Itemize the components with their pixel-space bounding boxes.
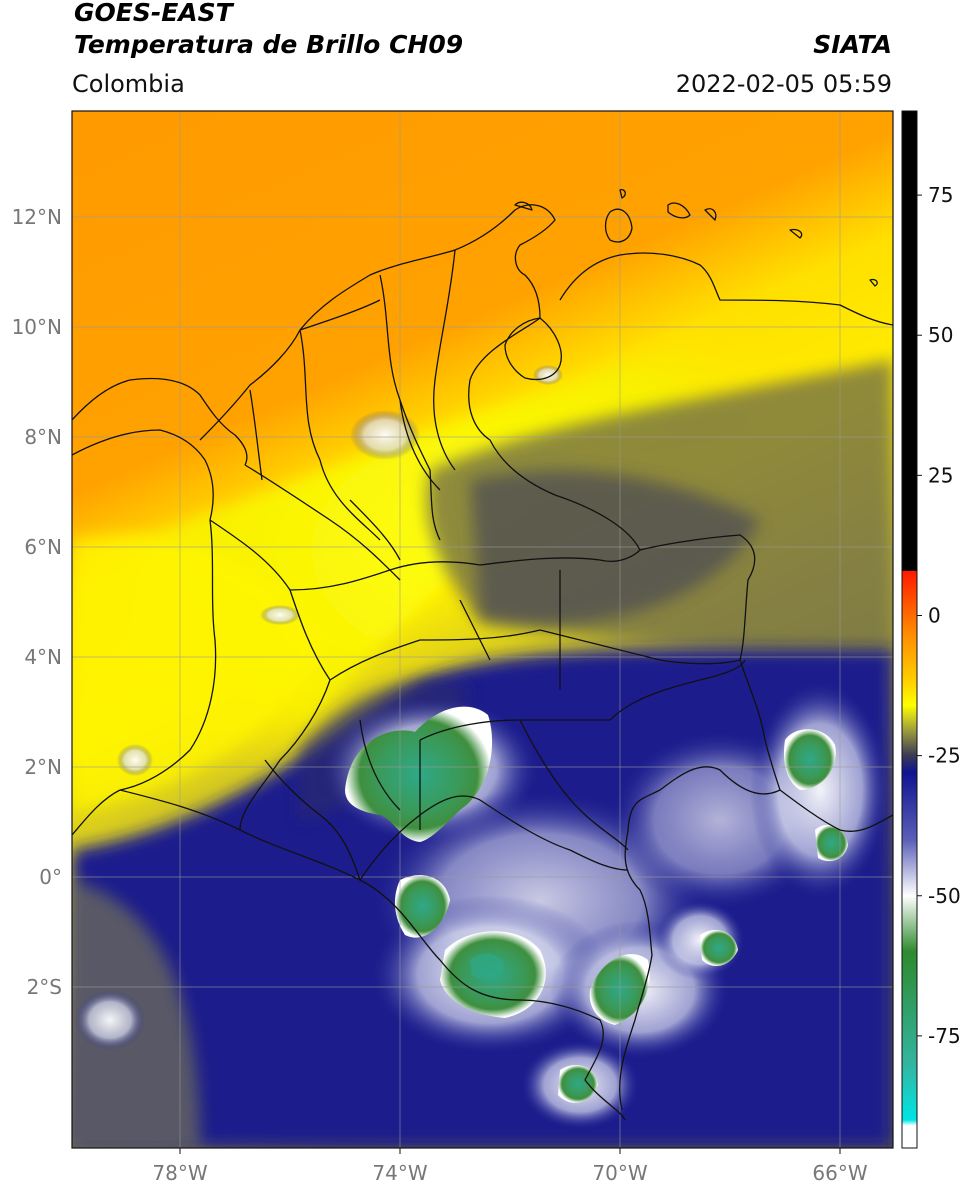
lon-tick-label: 66°W [812,1161,867,1185]
satellite-title: GOES-EAST [74,0,233,27]
map-frame [71,110,894,1149]
colorbar-tick-label: 0 [928,603,941,627]
longitude-labels: 78°W 74°W 70°W 66°W [152,1148,868,1185]
colorbar [901,110,918,1149]
colorbar-tick-label: -25 [928,744,961,768]
lat-tick-label: 0° [39,865,62,889]
lon-tick-label: 78°W [152,1161,207,1185]
borders-layer [72,189,893,1121]
lat-tick-label: 6°N [24,535,62,559]
colorbar-tick-label: 25 [928,463,953,487]
grid-lines [72,111,893,1148]
datetime-label: 2022-02-05 05:59 [675,70,892,98]
colorbar-tick-label: -50 [928,884,961,908]
lat-tick-label: 8°N [24,425,62,449]
brand-label: SIATA [813,30,892,59]
lat-tick-label: 10°N [12,315,62,339]
colorbar-gradient [901,110,918,1149]
lat-tick-label: 2°N [24,755,62,779]
colorbar-tick-label: 75 [928,183,953,207]
colorbar-tick-label: -75 [928,1024,961,1048]
lat-tick-label: 12°N [12,205,62,229]
latitude-labels: 12°N 10°N 8°N 6°N 4°N 2°N 0° 2°S [12,205,62,999]
lat-tick-label: 2°S [27,975,62,999]
imagery-layer [72,111,893,1148]
lon-tick-label: 70°W [592,1161,647,1185]
product-title: Temperatura de Brillo CH09 [74,30,464,59]
colorbar-labels: 75 50 25 0 -25 -50 -75 [917,183,961,1048]
colorbar-tick-label: 50 [928,323,953,347]
lat-tick-label: 4°N [24,645,62,669]
lon-tick-label: 74°W [372,1161,427,1185]
region-label: Colombia [72,70,185,98]
